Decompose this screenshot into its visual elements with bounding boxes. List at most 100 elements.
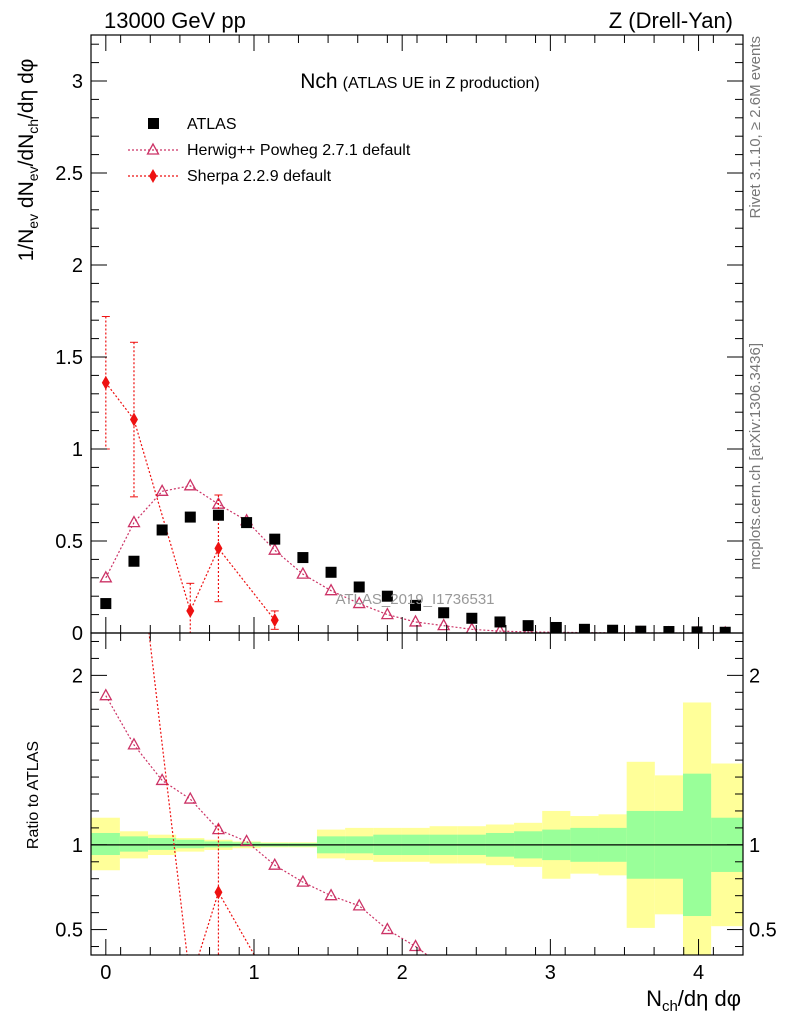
herwig-ratio-point [296, 874, 310, 887]
sherpa-point [214, 541, 223, 556]
main-axes: 0 0.5 1 1.5 2 2.5 3 [55, 35, 743, 645]
main-plot-area [99, 316, 731, 633]
main-y-tick-label: 0.5 [55, 531, 83, 553]
ratio-y-tick-label-right: 0.5 [749, 920, 777, 942]
legend-entry-herwig: Herwig++ Powheg 2.7.1 default [128, 142, 411, 159]
ratio-y-tick-label: 1 [72, 835, 83, 857]
main-panel: 0 0.5 1 1.5 2 2.5 3 Nch (ATLAS UE in Z producti… [15, 34, 744, 645]
main-y-tick-label: 0 [72, 623, 83, 645]
atlas-point [269, 533, 281, 545]
ratio-panel: 0.5 0.5 1 1 2 2 0 1 2 3 4 Ratio to ATLAS Nch/dη dφ [25, 632, 777, 1015]
main-y-tick-label: 2 [72, 255, 83, 277]
herwig-point [296, 566, 310, 579]
main-y-tick-label: 1 [72, 439, 83, 461]
header-process: Z (Drell-Yan) [609, 8, 733, 33]
atlas-point [353, 581, 365, 593]
x-tick-label: 2 [397, 962, 408, 984]
ratio-plot-area [91, 633, 743, 955]
atlas-point [691, 626, 703, 633]
ratio-y-tick-label: 2 [72, 665, 83, 687]
atlas-point [325, 566, 337, 578]
herwig-point [127, 515, 141, 528]
watermark: ATLAS_2019_I1736531 [335, 591, 494, 608]
legend-atlas-label: ATLAS [187, 116, 237, 133]
atlas-point [607, 624, 619, 633]
main-y-axis-label: 1/Nev dNev/dNch/dη dφ [15, 59, 41, 262]
legend-atlas-marker [148, 118, 159, 129]
atlas-point [550, 621, 562, 633]
herwig-ratio-line [105, 695, 429, 955]
atlas-point [494, 616, 506, 628]
atlas-point [466, 612, 478, 624]
header-energy: 13000 GeV pp [104, 8, 246, 33]
rivet-label: Rivet 3.1.10, ≥ 2.6M events [747, 36, 764, 219]
plot-title-main: Nch [300, 70, 337, 93]
main-y-tick-label: 2.5 [55, 163, 83, 185]
herwig-point [99, 570, 113, 583]
herwig-ratio-point [380, 922, 394, 935]
atlas-point [156, 524, 168, 536]
sherpa-ratio-point [214, 885, 223, 900]
atlas-point [297, 552, 309, 564]
legend-herwig-label: Herwig++ Powheg 2.7.1 default [187, 142, 411, 159]
herwig-ratio-point [99, 688, 113, 701]
ratio-y-tick-label: 0.5 [55, 920, 83, 942]
atlas-point [212, 509, 224, 521]
main-y-tick-label: 3 [72, 71, 83, 93]
herwig-point [352, 596, 366, 609]
herwig-ratio-point [183, 791, 197, 804]
atlas-point [719, 626, 731, 633]
herwig-ratio-point [352, 898, 366, 911]
x-tick-label: 4 [693, 962, 704, 984]
plot-title: Nch (ATLAS UE in Z production) [300, 70, 539, 93]
ratio-band-inner [176, 839, 205, 849]
herwig-ratio-point [155, 773, 169, 786]
legend-sherpa-label: Sherpa 2.2.9 default [187, 168, 332, 185]
x-tick-label: 3 [545, 962, 556, 984]
ratio-y-axis-label: Ratio to ATLAS [25, 741, 42, 849]
ratio-band-inner [148, 838, 177, 850]
ratio-y-tick-label-right: 1 [749, 835, 760, 857]
legend-herwig-marker [146, 142, 160, 155]
herwig-point [183, 478, 197, 491]
plot-title-sub: (ATLAS UE in Z production) [343, 75, 540, 92]
herwig-point [494, 623, 506, 633]
herwig-ratio-point [408, 939, 423, 952]
legend-entry-atlas: ATLAS [148, 116, 237, 133]
sherpa-point [129, 412, 138, 427]
herwig-point [465, 621, 478, 633]
atlas-point [578, 623, 590, 633]
herwig-ratio-point [127, 737, 141, 750]
atlas-point [438, 607, 450, 619]
ratio-band-inner [119, 836, 149, 852]
atlas-point [241, 517, 253, 529]
ratio-axes: 0.5 0.5 1 1 2 2 0 1 2 3 4 [55, 633, 777, 984]
atlas-point [522, 620, 534, 632]
atlas-point [100, 598, 112, 610]
atlas-point [381, 590, 393, 602]
herwig-point [408, 614, 423, 627]
herwig-ratio-point [239, 834, 254, 847]
ratio-band-inner [91, 832, 120, 856]
atlas-point [410, 599, 422, 611]
mcplots-label: mcplots.cern.ch [arXiv:1306.3436] [747, 343, 764, 570]
atlas-point [184, 511, 196, 523]
ratio-y-tick-label-right: 2 [749, 665, 760, 687]
atlas-point [635, 625, 647, 633]
atlas-point [128, 555, 140, 567]
legend: ATLAS Herwig++ Powheg 2.7.1 default Sher… [128, 116, 411, 185]
herwig-ratio-point [268, 857, 282, 870]
sherpa-point [186, 603, 195, 618]
sherpa-point [270, 613, 279, 628]
ratio-frame [90, 632, 744, 956]
herwig-ratio-point [324, 888, 338, 901]
x-tick-label: 1 [248, 962, 259, 984]
herwig-point [268, 542, 282, 555]
legend-sherpa-marker [149, 169, 157, 183]
herwig-main-line [105, 485, 726, 633]
x-tick-label: 0 [100, 962, 111, 984]
herwig-point [155, 483, 169, 496]
herwig-point [324, 583, 338, 596]
sherpa-point [101, 375, 110, 390]
